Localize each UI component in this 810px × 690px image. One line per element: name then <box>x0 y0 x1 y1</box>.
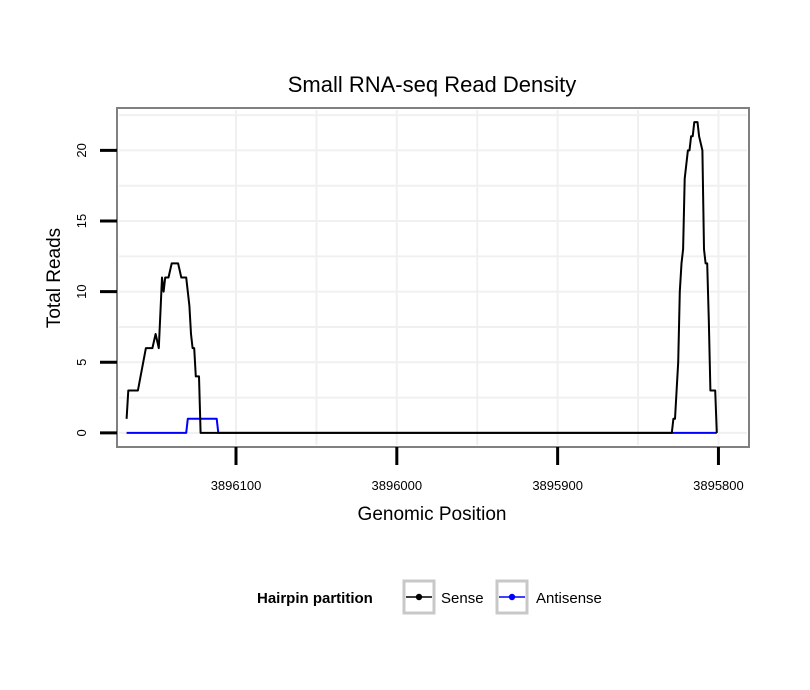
series-layer <box>125 121 718 434</box>
legend-title: Hairpin partition <box>257 590 373 607</box>
chart-title: Small RNA-seq Read Density <box>288 72 577 97</box>
plot-frame <box>116 107 750 448</box>
legend-label-sense: Sense <box>441 590 484 607</box>
y-tick-label: 15 <box>74 214 89 228</box>
y-tick-label: 20 <box>74 143 89 157</box>
y-tick-label: 10 <box>74 284 89 298</box>
y-axis-title: Total Reads <box>44 228 65 328</box>
legend-label-antisense: Antisense <box>536 590 602 607</box>
legend-marker-antisense <box>508 593 516 601</box>
legend: Hairpin partition Sense Antisense <box>257 579 602 615</box>
x-tick-label: 3895800 <box>693 478 744 493</box>
x-axis-title: Genomic Position <box>358 504 507 525</box>
grid <box>119 110 747 445</box>
x-tick-label: 3896000 <box>372 478 423 493</box>
y-tick-label: 0 <box>74 429 89 436</box>
series-line-antisense <box>126 417 717 434</box>
legend-marker-sense <box>415 593 423 601</box>
x-tick-label: 3896100 <box>211 478 262 493</box>
x-tick-label: 3895900 <box>532 478 583 493</box>
y-tick-label: 5 <box>74 359 89 366</box>
y-axis: 0 5 10 15 20 <box>74 143 117 436</box>
series-line-sense <box>125 121 718 434</box>
x-axis: 3896100 3896000 3895900 3895800 <box>211 447 744 493</box>
legend-item-sense: Sense <box>402 579 484 615</box>
legend-item-antisense: Antisense <box>495 579 602 615</box>
